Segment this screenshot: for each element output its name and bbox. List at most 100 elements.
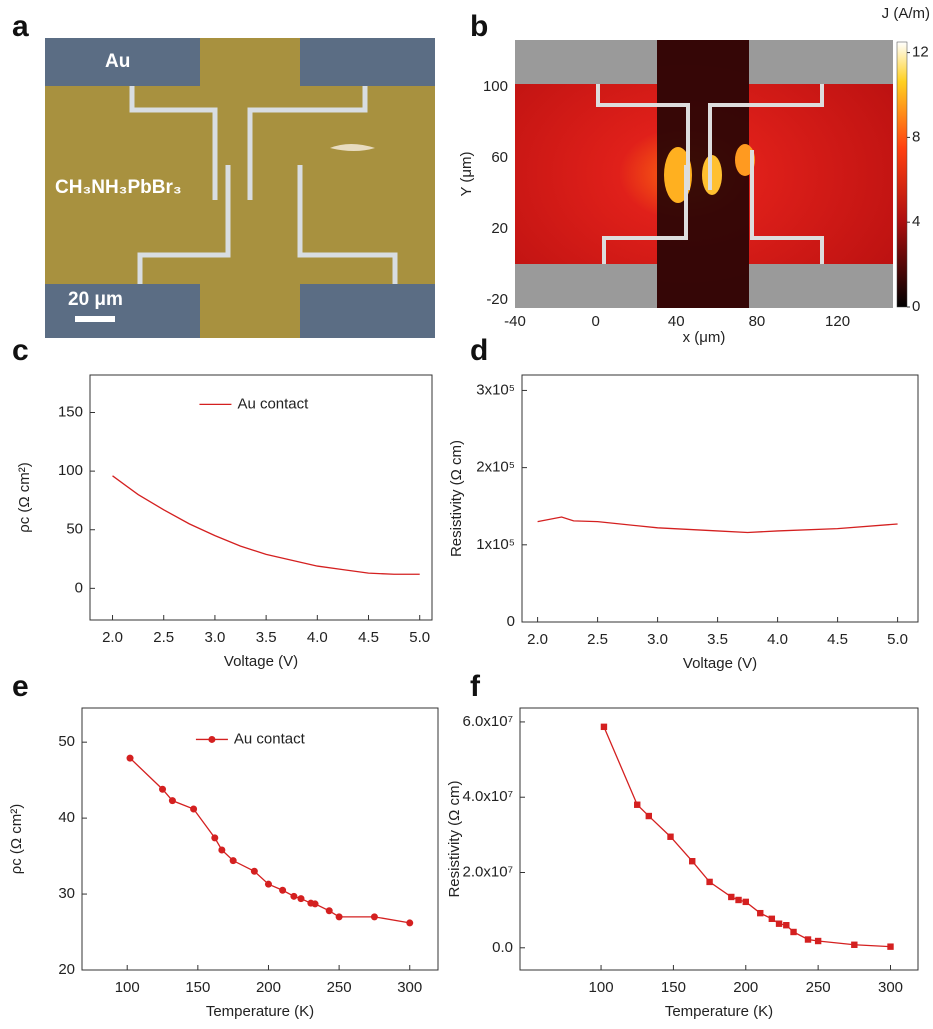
data-point (211, 834, 219, 842)
x-tick-label: 150 (661, 979, 686, 996)
y-tick-label: 6.0x10⁷ (463, 713, 513, 730)
data-point (168, 797, 176, 805)
x-tick-label: 2.0 (527, 631, 548, 648)
y-tick-label: 0.0 (492, 939, 513, 956)
data-point (406, 919, 414, 927)
data-point (600, 723, 608, 731)
x-tick-label: 2.5 (153, 629, 174, 646)
y-tick-label: 100 (483, 78, 508, 95)
colorbar-tick-label: 8 (912, 128, 920, 145)
x-tick-label: -40 (504, 313, 526, 330)
x-tick-label: 2.5 (587, 631, 608, 648)
y-tick-label: 0 (507, 613, 515, 630)
y-tick-label: 150 (58, 403, 83, 420)
data-point (783, 922, 790, 929)
data-point (689, 858, 696, 865)
colorbar-tick-label: 12 (912, 44, 929, 61)
current-map (515, 40, 908, 308)
data-point (229, 857, 237, 865)
panel-label: e (12, 670, 29, 703)
data-line (603, 726, 891, 948)
data-line (112, 475, 420, 575)
x-tick-label: 4.0 (307, 629, 328, 646)
y-tick-label: 2x10⁵ (476, 459, 515, 476)
plot-frame (521, 374, 919, 623)
x-axis-label: x (μm) (683, 329, 726, 346)
data-point (735, 896, 742, 904)
y-tick-label: 20 (491, 220, 508, 237)
y-tick-label: 30 (58, 885, 75, 902)
y-tick-label: 100 (58, 462, 83, 479)
data-point (311, 900, 319, 908)
y-tick-label: 20 (58, 961, 75, 978)
x-tick-label: 4.5 (827, 631, 848, 648)
material-label: CH₃NH₃PbBr₃ (55, 177, 182, 198)
plot-frame (81, 707, 439, 971)
data-point (645, 812, 653, 820)
x-tick-label: 3.5 (707, 631, 728, 648)
plot-frame (89, 374, 433, 621)
x-tick-label: 4.5 (358, 629, 379, 646)
y-axis-label: Y (μm) (458, 151, 475, 196)
data-point (370, 913, 378, 921)
y-tick-label: 0 (75, 579, 83, 596)
scale-label: 20 μm (68, 289, 123, 310)
x-axis-label: Temperature (K) (206, 1003, 314, 1020)
x-tick-label: 100 (115, 979, 140, 996)
y-tick-label: 50 (58, 733, 75, 750)
y-tick-label: 40 (58, 809, 75, 826)
y-tick-label: -20 (486, 291, 508, 308)
data-point (290, 892, 298, 900)
plot-frame (519, 707, 919, 971)
data-point (264, 880, 272, 888)
colorbar-tick-label: 4 (912, 213, 920, 230)
data-line (537, 516, 898, 534)
micrograph: Au CH₃NH₃PbBr₃ 20 μm (45, 38, 435, 338)
data-point (790, 928, 797, 936)
y-axis-label: ρc (Ω cm²) (8, 804, 25, 875)
data-point (775, 920, 783, 927)
panel-label: c (12, 334, 29, 367)
panel-label: b (470, 10, 488, 43)
x-tick-label: 200 (256, 979, 281, 996)
y-tick-label: 50 (66, 521, 83, 538)
colorbar-tick-label: 0 (912, 298, 920, 315)
x-tick-label: 100 (589, 979, 614, 996)
x-tick-label: 0 (591, 313, 599, 330)
legend-label: Au contact (237, 395, 309, 412)
data-point (218, 846, 226, 854)
panel-label: a (12, 10, 29, 43)
x-tick-label: 300 (878, 979, 903, 996)
legend-label: Au contact (234, 730, 306, 747)
electrode-label: Au (105, 51, 130, 72)
data-point (804, 936, 812, 943)
x-tick-label: 40 (668, 313, 685, 330)
data-point (335, 913, 343, 921)
y-tick-label: 4.0x10⁷ (463, 788, 513, 805)
data-point (297, 895, 305, 903)
data-line (129, 757, 410, 924)
data-point (325, 907, 333, 915)
y-axis-label: Resistivity (Ω cm) (448, 440, 465, 557)
x-axis-label: Voltage (V) (683, 655, 757, 672)
x-tick-label: 80 (749, 313, 766, 330)
data-point (768, 915, 776, 923)
y-tick-label: 1x10⁵ (476, 536, 515, 553)
x-tick-label: 5.0 (409, 629, 430, 646)
data-point (190, 805, 198, 813)
data-point (279, 886, 287, 894)
x-tick-label: 250 (327, 979, 352, 996)
data-point (728, 893, 735, 901)
y-tick-label: 3x10⁵ (476, 381, 515, 398)
x-tick-label: 200 (733, 979, 758, 996)
x-tick-label: 3.0 (204, 629, 225, 646)
data-point (159, 785, 167, 793)
data-point (851, 941, 858, 948)
y-axis-label: Resistivity (Ω cm) (446, 780, 463, 897)
y-tick-label: 60 (491, 149, 508, 166)
data-point (814, 937, 822, 945)
x-tick-label: 3.0 (647, 631, 668, 648)
x-tick-label: 4.0 (767, 631, 788, 648)
panel-label: d (470, 334, 488, 367)
